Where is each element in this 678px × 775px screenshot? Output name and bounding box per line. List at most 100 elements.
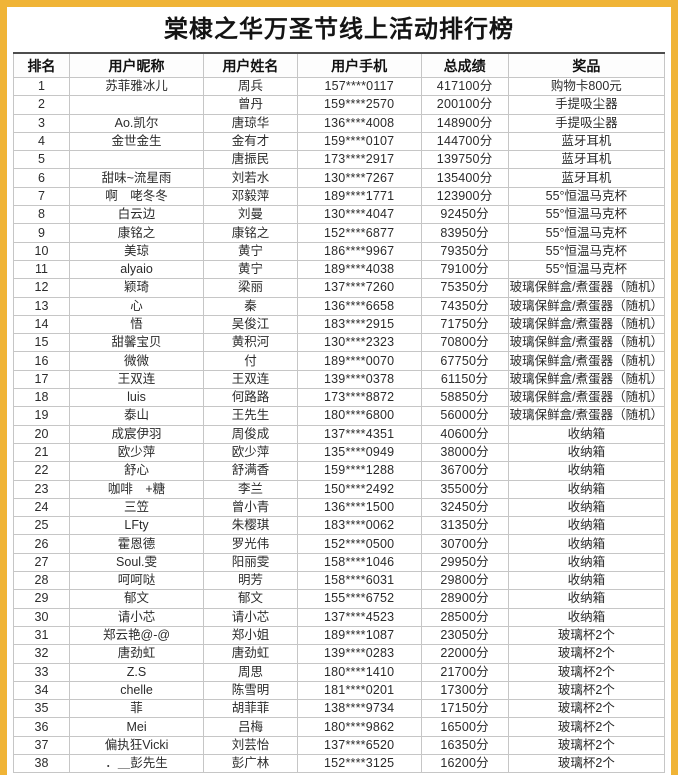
header-nickname: 用户昵称: [68, 52, 205, 78]
cell-prize: 玻璃杯2个: [507, 735, 666, 755]
cell-username: 刘芸怡: [203, 735, 298, 755]
table-row: 23 咖啡 +糖 李兰 150****2492 35500分 收纳箱: [13, 479, 666, 499]
cell-score: 58850分: [420, 388, 509, 408]
cell-prize: 55°恒温马克杯: [507, 259, 666, 280]
cell-rank: 30: [13, 607, 70, 627]
cell-prize: 蓝牙耳机: [507, 131, 666, 152]
cell-rank: 1: [13, 76, 70, 97]
cell-nickname: alyaio: [68, 259, 205, 280]
cell-nickname: 甜馨宝贝: [68, 333, 205, 353]
cell-rank: 11: [13, 259, 70, 280]
table-row: 16 微微 付 189****0070 67750分 玻璃保鲜盒/煮蛋器（随机）: [13, 351, 666, 371]
cell-nickname: 金世金生: [68, 131, 205, 152]
cell-phone: 137****7260: [296, 278, 422, 298]
table-row: 10 美琼 黄宁 186****9967 79350分 55°恒温马克杯: [13, 241, 666, 261]
cell-prize: 收纳箱: [507, 552, 666, 573]
cell-score: 67750分: [420, 351, 509, 371]
cell-nickname: 偏执狂Vicki: [68, 735, 205, 755]
cell-score: 35500分: [420, 479, 509, 499]
cell-username: 罗光伟: [203, 534, 298, 554]
table-row: 3 Ao.凯尔 唐琼华 136****4008 148900分 手提吸尘器: [13, 113, 666, 133]
cell-score: 22000分: [420, 644, 509, 664]
cell-username: 吕梅: [203, 717, 298, 737]
cell-prize: 收纳箱: [507, 571, 666, 591]
cell-prize: 玻璃保鲜盒/煮蛋器（随机）: [507, 333, 666, 353]
cell-rank: 2: [13, 95, 70, 115]
cell-phone: 137****4351: [296, 424, 422, 444]
cell-phone: 180****6800: [296, 406, 422, 426]
cell-username: 唐振民: [203, 150, 298, 170]
cell-nickname: 郁文: [68, 589, 205, 609]
cell-score: 17150分: [420, 699, 509, 719]
cell-phone: 137****6520: [296, 735, 422, 755]
cell-prize: 玻璃保鲜盒/煮蛋器（随机）: [507, 406, 666, 426]
cell-prize: 玻璃杯2个: [507, 644, 666, 664]
cell-prize: 收纳箱: [507, 607, 666, 627]
cell-prize: 收纳箱: [507, 516, 666, 536]
header-phone: 用户手机: [296, 52, 422, 78]
cell-phone: 189****0070: [296, 351, 422, 371]
table-row: 28 呵呵哒 明芳 158****6031 29800分 收纳箱: [13, 571, 666, 591]
cell-prize: 玻璃杯2个: [507, 625, 666, 646]
cell-phone: 180****9862: [296, 717, 422, 737]
cell-phone: 181****0201: [296, 680, 422, 701]
cell-phone: 139****0283: [296, 644, 422, 664]
cell-score: 16500分: [420, 717, 509, 737]
cell-phone: 159****0107: [296, 131, 422, 152]
table-row: 34 chelle 陈雪明 181****0201 17300分 玻璃杯2个: [13, 680, 666, 701]
table-row: 26 霍恩德 罗光伟 152****0500 30700分 收纳箱: [13, 534, 666, 554]
cell-nickname: luis: [68, 388, 205, 408]
cell-nickname: 舒心: [68, 461, 205, 481]
cell-phone: 135****0949: [296, 442, 422, 463]
table-row: 32 唐劲虹 唐劲虹 139****0283 22000分 玻璃杯2个: [13, 644, 666, 664]
cell-rank: 16: [13, 351, 70, 371]
table-row: 29 郁文 郁文 155****6752 28900分 收纳箱: [13, 589, 666, 609]
cell-nickname: 三笠: [68, 497, 205, 518]
cell-score: 32450分: [420, 497, 509, 518]
cell-prize: 收纳箱: [507, 589, 666, 609]
cell-rank: 32: [13, 644, 70, 664]
cell-score: 71750分: [420, 314, 509, 335]
cell-rank: 26: [13, 534, 70, 554]
cell-prize: 收纳箱: [507, 461, 666, 481]
cell-username: 阳丽雯: [203, 552, 298, 573]
cell-username: 请小芯: [203, 607, 298, 627]
cell-nickname: 心: [68, 296, 205, 316]
cell-phone: 136****1500: [296, 497, 422, 518]
cell-username: 欧少萍: [203, 442, 298, 463]
ranking-table: 排名 用户昵称 用户姓名 用户手机 总成绩 奖品 1 苏菲雅冰儿 周兵 157*…: [13, 52, 666, 774]
cell-username: 曾小青: [203, 497, 298, 518]
cell-score: 17300分: [420, 680, 509, 701]
cell-prize: 玻璃杯2个: [507, 699, 666, 719]
cell-score: 417100分: [420, 76, 509, 97]
cell-phone: 159****1288: [296, 461, 422, 481]
cell-username: 金有才: [203, 131, 298, 152]
table-body: 1 苏菲雅冰儿 周兵 157****0117 417100分 购物卡800元 2…: [13, 76, 666, 774]
table-row: 36 Mei 吕梅 180****9862 16500分 玻璃杯2个: [13, 717, 666, 737]
cell-rank: 5: [13, 150, 70, 170]
table-row: 4 金世金生 金有才 159****0107 144700分 蓝牙耳机: [13, 131, 666, 152]
cell-username: 朱樱琪: [203, 516, 298, 536]
cell-username: 秦: [203, 296, 298, 316]
cell-rank: 6: [13, 168, 70, 188]
cell-username: 郑小姐: [203, 625, 298, 646]
cell-username: 黄宁: [203, 241, 298, 261]
cell-score: 74350分: [420, 296, 509, 316]
cell-rank: 23: [13, 479, 70, 499]
cell-rank: 7: [13, 186, 70, 207]
cell-username: 舒满香: [203, 461, 298, 481]
cell-username: 明芳: [203, 571, 298, 591]
cell-prize: 收纳箱: [507, 497, 666, 518]
cell-score: 36700分: [420, 461, 509, 481]
cell-score: 135400分: [420, 168, 509, 188]
cell-prize: 玻璃杯2个: [507, 753, 666, 774]
cell-prize: 收纳箱: [507, 534, 666, 554]
table-row: 35 菲 胡菲菲 138****9734 17150分 玻璃杯2个: [13, 699, 666, 719]
cell-nickname: LFty: [68, 516, 205, 536]
cell-phone: 173****8872: [296, 388, 422, 408]
cell-rank: 20: [13, 424, 70, 444]
cell-rank: 29: [13, 589, 70, 609]
table-row: 1 苏菲雅冰儿 周兵 157****0117 417100分 购物卡800元: [13, 76, 666, 97]
cell-username: 黄宁: [203, 259, 298, 280]
cell-rank: 28: [13, 571, 70, 591]
